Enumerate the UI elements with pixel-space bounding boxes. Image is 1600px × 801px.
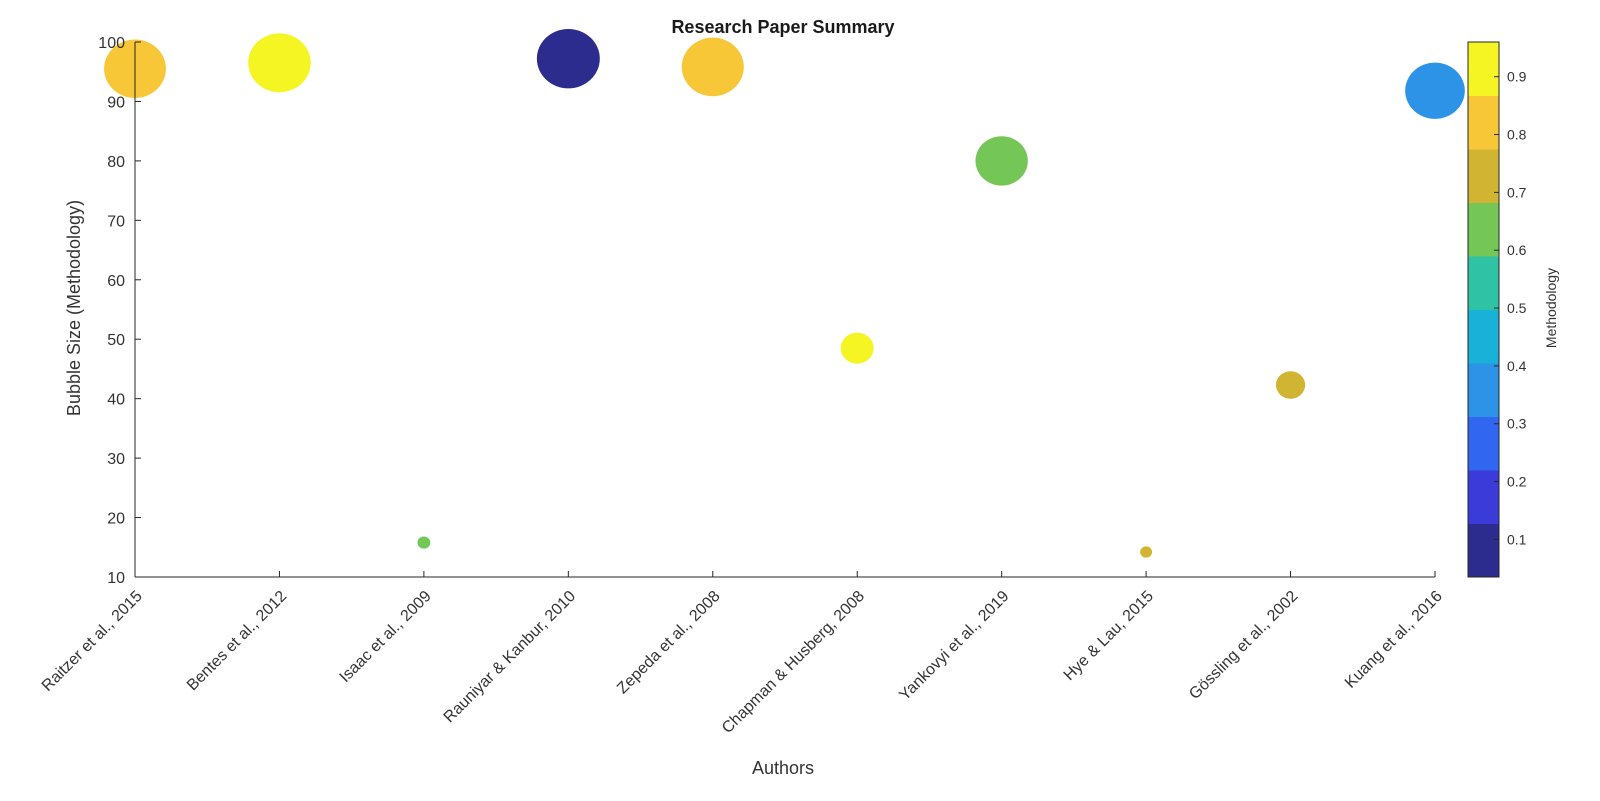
colorbar-segment xyxy=(1468,256,1499,310)
y-tick-label: 40 xyxy=(107,392,125,409)
colorbar-tick-label: 0.3 xyxy=(1507,416,1527,432)
colorbar-segment xyxy=(1468,523,1499,578)
colorbar-tick-label: 0.7 xyxy=(1507,184,1527,200)
x-tick-label: Zepeda et al., 2008 xyxy=(614,588,724,698)
y-axis-label: Bubble Size (Methodology) xyxy=(64,200,84,416)
bubble xyxy=(248,33,311,93)
x-tick-label: Bentes et al., 2012 xyxy=(184,588,290,694)
x-tick-label: Kuang et al., 2016 xyxy=(1342,588,1446,692)
bubble xyxy=(1275,371,1306,399)
x-axis-ticks: Raitzer et al., 2015 Bentes et al., 2012 I… xyxy=(39,571,1446,737)
colorbar-label: Methodology xyxy=(1543,268,1559,348)
colorbar-segment xyxy=(1468,363,1499,417)
colorbar-tick-label: 0.6 xyxy=(1507,242,1527,258)
colorbar-tick-label: 0.5 xyxy=(1507,300,1527,316)
colorbar-segment xyxy=(1468,149,1499,203)
colorbar-segment xyxy=(1468,470,1499,524)
x-axis-label: Authors xyxy=(752,758,814,778)
x-tick-label: Hye & Lau, 2015 xyxy=(1061,588,1157,684)
colorbar-tick-label: 0.1 xyxy=(1507,531,1527,547)
x-tick-label: Yankovyi et al., 2019 xyxy=(896,588,1012,704)
bubble xyxy=(1405,62,1465,119)
bubble xyxy=(1140,546,1153,558)
x-tick-label: Gössling et al., 2002 xyxy=(1186,588,1301,703)
y-tick-label: 50 xyxy=(107,332,125,349)
colorbar-segment xyxy=(1468,309,1499,364)
x-tick-label: Raitzer et al., 2015 xyxy=(39,588,146,695)
colorbar-frame xyxy=(1467,41,1500,578)
y-tick-label: 60 xyxy=(107,273,125,290)
colorbar-segment xyxy=(1468,42,1499,96)
colorbar-tick-label: 0.2 xyxy=(1507,474,1527,490)
y-axis-ticks: 10 20 30 40 50 60 70 80 90 100 xyxy=(98,35,141,587)
x-tick-label: Rauniyar & Kanbur, 2010 xyxy=(441,588,580,727)
y-tick-label: 10 xyxy=(107,570,125,587)
colorbar-tick-label: 0.8 xyxy=(1507,127,1527,143)
colorbar-segment xyxy=(1468,95,1499,150)
bubble xyxy=(840,332,874,364)
bubble xyxy=(417,536,431,549)
y-tick-label: 90 xyxy=(107,94,125,111)
y-tick-label: 30 xyxy=(107,451,125,468)
colorbar: 0.1 0.2 0.3 0.4 0.5 0.6 0.7 0.8 0.9 xyxy=(1467,41,1527,578)
colorbar-segment xyxy=(1468,202,1499,257)
y-tick-label: 70 xyxy=(107,213,125,230)
chart-title: Research Paper Summary xyxy=(671,17,894,37)
bubble xyxy=(536,28,600,89)
y-tick-label: 100 xyxy=(98,35,125,52)
colorbar-segment xyxy=(1468,416,1499,471)
x-tick-label: Isaac et al., 2009 xyxy=(337,588,435,686)
colorbar-tick-label: 0.4 xyxy=(1507,358,1527,374)
bubble xyxy=(681,37,744,97)
y-tick-label: 80 xyxy=(107,154,125,171)
bubble-layer xyxy=(104,28,1465,558)
colorbar-tick-label: 0.9 xyxy=(1507,69,1527,85)
x-tick-label: Chapman & Husberg, 2008 xyxy=(719,588,868,737)
bubble xyxy=(975,136,1028,186)
y-tick-label: 20 xyxy=(107,511,125,528)
